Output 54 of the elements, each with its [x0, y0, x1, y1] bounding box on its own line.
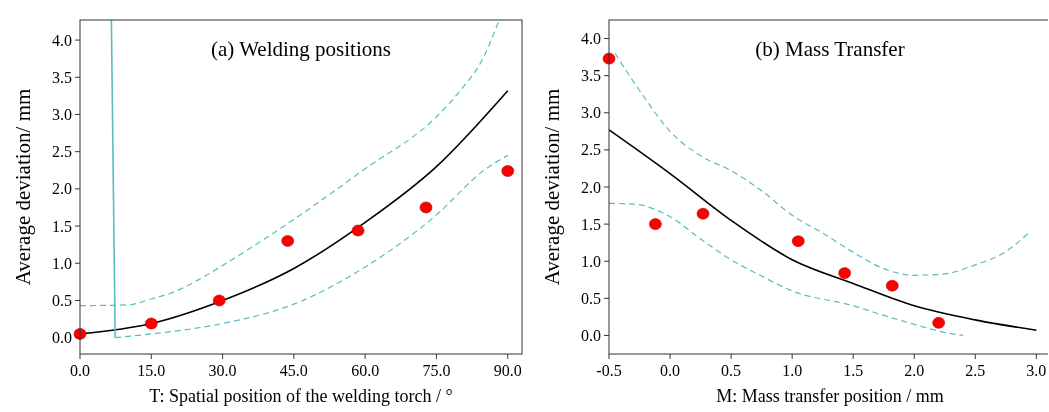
- x-tick-label: 0.5: [721, 362, 742, 379]
- y-tick-label: 3.0: [581, 104, 601, 122]
- x-tick-label: 15.0: [137, 362, 166, 379]
- point: [838, 267, 851, 279]
- y-tick-label: 2.5: [52, 143, 72, 161]
- x-tick-label: 3.0: [1026, 362, 1047, 379]
- y-tick-label: 1.5: [52, 217, 72, 235]
- y-tick-label: 0.0: [581, 327, 601, 345]
- y-tick-label: 4.0: [581, 30, 601, 48]
- point: [419, 201, 433, 214]
- x-tick-label: -0.5: [596, 362, 622, 379]
- x-tick-label: 45.0: [279, 362, 308, 379]
- point: [212, 294, 226, 307]
- y-tick-label: 2.0: [581, 178, 601, 196]
- x-axis-title: M: Mass transfer position / mm: [716, 386, 944, 406]
- x-tick-label: 0.0: [70, 362, 90, 379]
- y-tick-label: 0.5: [52, 292, 72, 310]
- y-tick-label: 4.0: [52, 31, 72, 49]
- x-tick-label: 0.0: [660, 362, 681, 379]
- point: [696, 207, 710, 220]
- y-axis-title: Average deviation/ mm: [540, 88, 564, 286]
- line-series: [609, 129, 1038, 332]
- y-tick-label: 2.5: [581, 141, 601, 159]
- text: (b) Mass Transfer: [755, 37, 905, 61]
- y-tick-label: 0.0: [52, 329, 72, 347]
- x-tick-label: 60.0: [351, 362, 380, 379]
- point: [281, 235, 294, 247]
- y-tick-label: 0.5: [581, 289, 601, 307]
- y-tick-label: 1.0: [581, 252, 601, 270]
- x-tick-label: 90.0: [493, 362, 522, 379]
- x-tick-label: 30.0: [208, 362, 237, 379]
- y-tick-label: 1.5: [581, 215, 601, 233]
- x-tick-label: 2.0: [904, 362, 925, 379]
- point: [649, 218, 662, 230]
- x-axis-title: T: Spatial position of the welding torch / °: [149, 386, 453, 406]
- x-tick-label: 1.5: [843, 362, 864, 379]
- line-series: [609, 202, 964, 337]
- point: [885, 279, 899, 292]
- y-axis-title: Average deviation/ mm: [11, 88, 35, 286]
- y-tick-label: 3.5: [52, 68, 72, 86]
- text: (a) Welding positions: [211, 37, 391, 61]
- point: [351, 224, 365, 237]
- point: [73, 328, 87, 340]
- x-tick-label: 2.5: [965, 362, 986, 379]
- y-tick-label: 3.0: [52, 106, 72, 124]
- point: [144, 317, 158, 330]
- y-tick-label: 2.0: [52, 180, 72, 198]
- y-tick-label: 1.0: [52, 254, 72, 272]
- y-tick-label: 3.5: [581, 67, 601, 85]
- point: [501, 165, 515, 177]
- x-tick-label: 75.0: [422, 362, 451, 379]
- x-tick-label: 1.0: [782, 362, 803, 379]
- point: [932, 317, 945, 329]
- point: [791, 235, 805, 247]
